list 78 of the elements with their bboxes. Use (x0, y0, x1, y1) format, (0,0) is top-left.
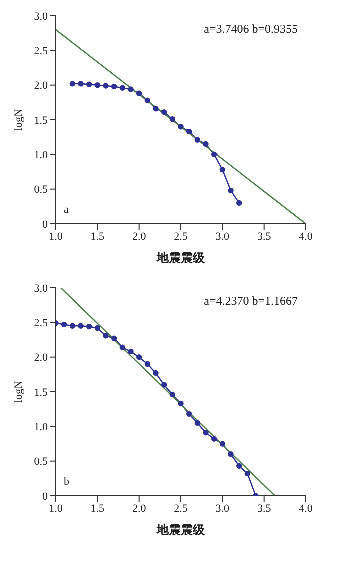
point (203, 141, 209, 148)
point (136, 90, 142, 97)
x-tick-label: 2.5 (174, 230, 188, 243)
point (103, 83, 109, 89)
y-axis-title: logN (12, 108, 25, 131)
x-tick-label: 2.0 (132, 502, 147, 515)
y-axis-title: logN (12, 380, 25, 403)
y-tick-label: 2.0 (34, 80, 48, 92)
y-tick-label: 3.0 (34, 10, 48, 23)
annotation: a (64, 204, 69, 216)
point (111, 336, 118, 342)
y-tick-label: 0.5 (34, 456, 48, 468)
point (78, 323, 84, 329)
x-axis-title: 地震震级 (156, 523, 206, 537)
y-tick-label: 3.0 (34, 282, 48, 295)
y-tick-label: 1.5 (34, 114, 48, 127)
x-tick-label: 3.5 (257, 502, 272, 515)
y-tick-label: 0.5 (34, 184, 48, 196)
point (94, 82, 101, 88)
y-tick-label: 1.0 (34, 150, 48, 162)
point (128, 86, 134, 92)
point (211, 436, 218, 442)
point (111, 84, 118, 90)
point (86, 82, 92, 88)
point (86, 324, 92, 330)
point (61, 322, 68, 328)
annotation: b (64, 476, 70, 488)
point (236, 200, 242, 206)
y-tick-label: 2.5 (34, 318, 48, 330)
point (120, 85, 126, 91)
point (211, 152, 218, 158)
y-tick-label: 0 (42, 490, 48, 503)
point (128, 348, 134, 355)
point (144, 361, 151, 368)
y-tick-label: 1.0 (34, 422, 48, 434)
annotation: a=4.2370 b=1.1667 (204, 294, 298, 309)
x-tick-label: 4.0 (299, 230, 314, 243)
x-tick-label: 3.5 (257, 230, 272, 243)
point (153, 370, 159, 376)
point (120, 344, 126, 350)
x-tick-label: 1.5 (90, 230, 106, 243)
point (170, 116, 176, 122)
point (203, 430, 209, 436)
point (228, 452, 234, 458)
point (220, 441, 226, 447)
point (161, 382, 168, 388)
point (70, 323, 76, 329)
x-tick-label: 2.0 (132, 230, 147, 243)
point (194, 137, 201, 143)
x-tick-label: 3.0 (216, 502, 230, 515)
y-tick-label: 2.0 (34, 352, 48, 364)
point (136, 354, 142, 360)
point (228, 188, 234, 194)
point (103, 332, 109, 339)
y-tick-label: 2.5 (34, 46, 48, 58)
point (70, 81, 76, 87)
point (186, 128, 192, 135)
x-tick-label: 1.5 (90, 502, 106, 515)
point (236, 463, 242, 470)
point (186, 411, 192, 418)
x-tick-label: 3.0 (216, 230, 230, 243)
annotation: a=3.7406 b=0.9355 (204, 22, 298, 37)
y-tick-label: 1.5 (34, 386, 48, 399)
point (178, 124, 184, 130)
point (178, 400, 184, 407)
point (94, 325, 101, 332)
point (78, 81, 84, 87)
point (170, 392, 176, 398)
point (194, 420, 201, 426)
point (144, 98, 151, 104)
y-tick-label: 0 (42, 218, 48, 231)
x-tick-label: 4.0 (299, 502, 314, 515)
point (161, 110, 168, 116)
point (153, 106, 159, 112)
point (244, 470, 251, 477)
x-axis-title: 地震震级 (156, 251, 206, 265)
x-tick-label: 2.5 (174, 502, 188, 515)
point (220, 167, 226, 173)
